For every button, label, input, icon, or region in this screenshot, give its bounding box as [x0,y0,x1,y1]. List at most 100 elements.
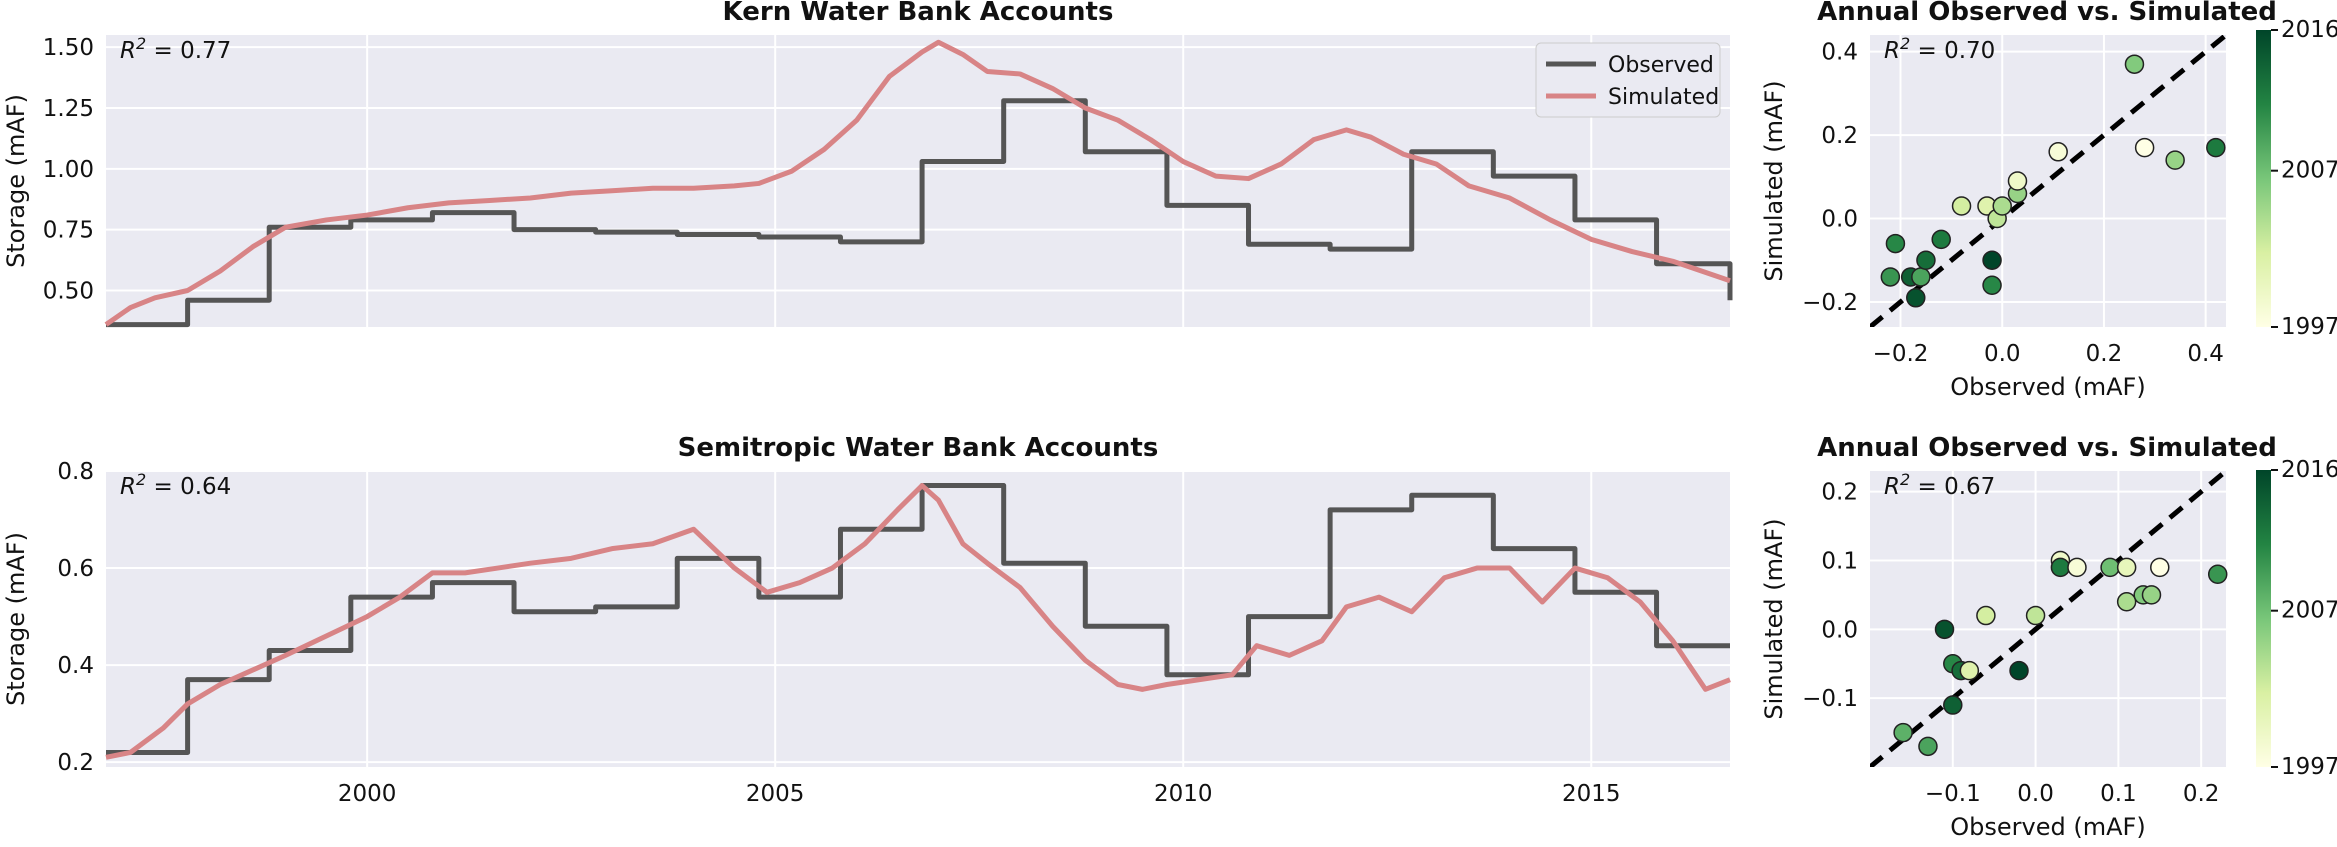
kern-sc-point [1982,275,2002,296]
semitropic-scatter-plot: −0.1 0.0 0.1 0.2 −0.1 0.0 0.1 0.2 Observed (mAF)… [1760,457,2337,841]
kern-ts-ytick-label: 1.00 [43,157,94,183]
semi-ts-r2-annotation-sup: 2 [136,470,146,489]
semi-sc-ytick-label: 0.2 [1821,480,1858,506]
kern-sc-point [1982,250,2002,271]
semi-sc-xtick-label: 0.0 [2017,781,2054,807]
semi-sc-point [2150,557,2170,578]
kern-sc-ylabel: Simulated (mAF) [1760,80,1788,281]
kern-sc-r2-annotation-sup: 2 [1900,34,1910,53]
kern-timeseries-title: Kern Water Bank Accounts [723,0,1114,27]
semi-sc-ytick-label: −0.1 [1802,686,1858,712]
kern-sc-r2-annotation-value: = 0.70 [1910,38,1995,64]
semi-sc-point [2025,605,2046,626]
kern-sc-r2-annotation: R2 = 0.70 [1884,34,1995,64]
semi-ts-r2-annotation: R2 = 0.64 [120,470,231,500]
kern-ts-r2-annotation-value: = 0.77 [146,38,231,64]
semi-sc-point [2141,585,2162,605]
kern-scatter-title: Annual Observed vs. Simulated [1817,0,2277,27]
kern-sc-point [1885,233,1906,254]
semi-ts-xtick-label: 2005 [746,781,805,807]
kern-sc-point [2124,54,2145,74]
kern-sc-xlabel: Observed (mAF) [1950,373,2145,401]
kern-ts-r2-annotation-sup: 2 [136,34,146,53]
semi-sc-point [2100,557,2120,578]
kern-sc-colorbar-tick-label: 2007 [2281,158,2337,184]
semi-ts-xtick-label: 2010 [1154,781,1213,807]
kern-ts-r2-annotation-r: R [120,38,136,64]
semi-ts-xtick-label: 2015 [1562,781,1621,807]
semi-sc-point [2067,557,2087,578]
semi-sc-colorbar-tick-label: 2016 [2281,457,2337,483]
semitropic-timeseries-title: Semitropic Water Bank Accounts [678,433,1159,463]
kern-ts-axes-bg [106,35,1730,327]
kern-sc-xtick-label: 0.0 [1984,341,2021,367]
semi-ts-r2-annotation-r: R [120,474,136,500]
kern-sc-colorbar-tick-label: 2016 [2281,17,2337,43]
semi-sc-xtick-label: 0.1 [2100,781,2137,807]
semi-sc-xtick-label: 0.2 [2183,781,2220,807]
kern-scatter-panel: Annual Observed vs. Simulated −0.2 0.0 0.2… [1760,0,2337,401]
kern-sc-ytick-label: 0.0 [1821,207,1858,233]
semi-sc-ytick-label: 0.0 [1821,617,1858,643]
semi-sc-axes-bg [1870,471,2226,767]
kern-sc-point [1931,229,1951,250]
semi-ts-axes-bg [106,471,1730,767]
semi-sc-point [1943,695,1963,715]
semi-sc-point [2009,660,2029,681]
kern-sc-point [1880,267,1901,287]
kern-ts-ytick-label: 0.50 [43,279,94,305]
semitropic-timeseries-plot: 0.2 0.4 0.6 0.8 2000 2005 2010 2015 Storage (mAF… [2,459,1731,807]
semi-sc-r2-annotation-sup: 2 [1900,470,1910,489]
kern-sc-point [2165,150,2185,170]
kern-ts-ytick-label: 1.25 [43,96,94,122]
semi-ts-r2-annotation-value: = 0.64 [146,474,231,500]
kern-sc-colorbar [2256,30,2271,327]
semi-sc-point [1976,605,1996,626]
semi-ts-series-observed [106,483,1730,755]
kern-ts-ytick-label: 1.50 [43,35,94,61]
kern-ts-ylabel: Storage (mAF) [2,94,30,268]
kern-sc-point [1911,267,1931,287]
semi-sc-point [2207,564,2228,585]
kern-sc-ytick-label: 0.2 [1821,123,1858,149]
semi-sc-xtick-label: −0.1 [1925,781,1981,807]
kern-ts-ytick-label: 0.75 [43,218,94,244]
semi-sc-r2-annotation-r: R [1884,474,1900,500]
kern-sc-xtick-label: −0.2 [1873,341,1929,367]
kern-sc-point [1906,288,1926,308]
kern-ts-legend-label: Observed [1608,53,1714,78]
semi-ts-ytick-label: 0.4 [57,653,94,679]
semi-sc-point [2116,557,2137,578]
kern-sc-point [1951,196,1972,216]
kern-sc-point [2206,137,2226,158]
semi-sc-colorbar-tick-label: 1997 [2281,754,2337,780]
semi-sc-r2-annotation-value: = 0.67 [1910,474,1995,500]
semi-sc-point [1934,619,1955,640]
semitropic-scatter-panel: Annual Observed vs. Simulated −0.1 0.0 0.1… [1760,433,2337,841]
semi-sc-colorbar [2256,470,2271,767]
semi-sc-colorbar-tick-label: 2007 [2281,598,2337,624]
kern-scatter-plot: −0.2 0.0 0.2 0.4 −0.2 0.0 0.2 0.4 Observed (mAF)… [1760,17,2337,401]
semi-ts-series-simulated [105,483,1731,760]
semi-sc-point [2050,557,2071,578]
semi-sc-point [1918,736,1938,757]
kern-sc-xtick-label: 0.2 [2086,341,2123,367]
kern-sc-point [1992,196,2012,216]
semi-sc-r2-annotation: R2 = 0.67 [1884,470,1995,500]
kern-sc-point [2134,137,2155,158]
kern-ts-series-observed [106,98,1733,328]
semi-ts-xtick-label: 2000 [338,781,397,807]
kern-sc-point [2048,142,2068,162]
kern-sc-r2-annotation-r: R [1884,38,1900,64]
kern-sc-ytick-label: 0.4 [1821,40,1858,66]
semitropic-timeseries-panel: Semitropic Water Bank Accounts 0.2 0.4 0.6… [2,433,1731,807]
kern-ts-r2-annotation: R2 = 0.77 [120,34,231,64]
kern-ts-series-simulated [104,39,1731,327]
kern-sc-point [2007,171,2028,191]
semi-sc-point [1893,722,1913,743]
semi-ts-ytick-label: 0.2 [57,750,94,776]
semi-sc-ytick-label: 0.1 [1821,548,1858,574]
kern-sc-xtick-label: 0.4 [2187,341,2224,367]
semi-sc-xlabel: Observed (mAF) [1950,813,2145,841]
